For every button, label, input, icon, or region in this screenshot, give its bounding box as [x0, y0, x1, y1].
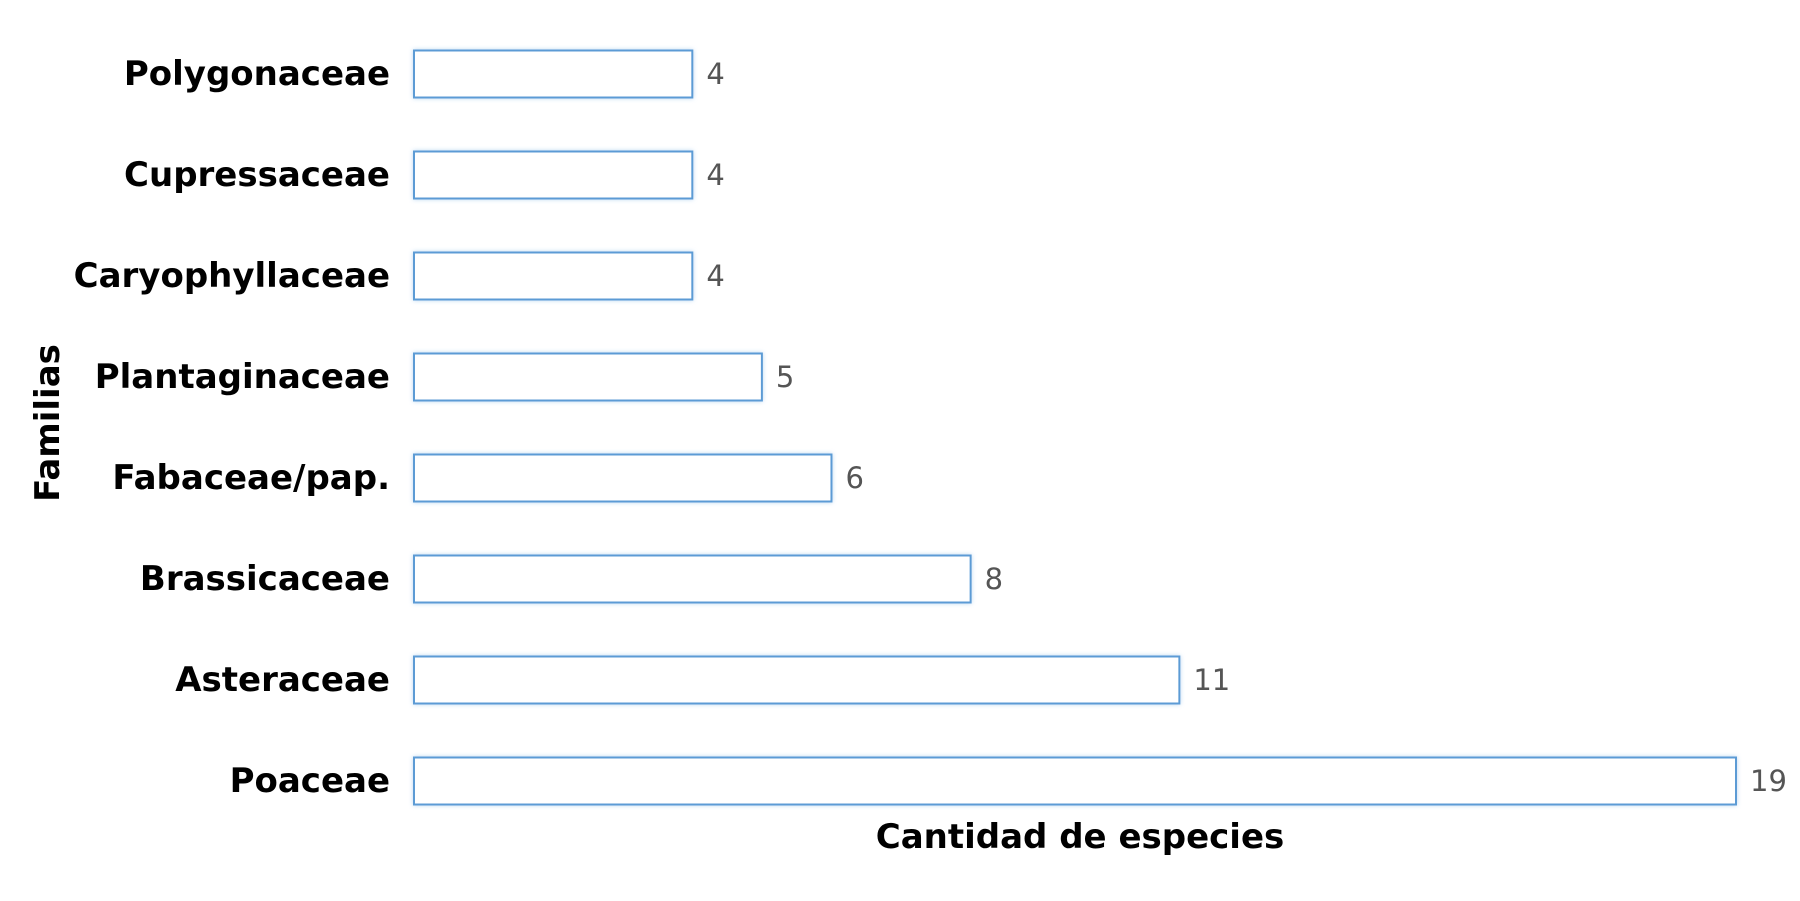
value-label: 11 — [1193, 663, 1230, 697]
category-label: Caryophyllaceae — [74, 256, 390, 296]
value-labels: 4 4 4 5 6 8 11 19 — [706, 57, 1787, 798]
category-label: Brassicaceae — [140, 559, 390, 599]
value-label: 4 — [706, 57, 724, 91]
category-label: Fabaceae/pap. — [112, 458, 390, 498]
bar-asteraceae — [413, 655, 1181, 705]
bars-group — [413, 49, 1737, 806]
bar-caryophyllaceae — [413, 251, 694, 301]
category-label: Polygonaceae — [124, 54, 390, 94]
category-label: Plantaginaceae — [95, 357, 390, 397]
bar-plantaginaceae — [413, 352, 763, 402]
bar-cupressaceae — [413, 150, 694, 200]
bar-polygonaceae — [413, 49, 694, 99]
value-label: 8 — [985, 562, 1003, 596]
value-label: 6 — [845, 461, 863, 495]
category-label: Cupressaceae — [124, 155, 390, 195]
category-labels: Polygonaceae Cupressaceae Caryophyllaceae P… — [74, 54, 390, 801]
value-label: 5 — [776, 360, 794, 394]
category-label: Poaceae — [230, 761, 390, 801]
bar-brassicaceae — [413, 554, 972, 604]
value-label: 19 — [1750, 764, 1787, 798]
y-axis-title: Familias — [28, 344, 68, 502]
bar-poaceae — [413, 756, 1737, 806]
value-label: 4 — [706, 158, 724, 192]
x-axis-title: Cantidad de especies — [876, 817, 1285, 857]
category-label: Asteraceae — [175, 660, 390, 700]
value-label: 4 — [706, 259, 724, 293]
bar-fabaceae-pap — [413, 453, 833, 503]
